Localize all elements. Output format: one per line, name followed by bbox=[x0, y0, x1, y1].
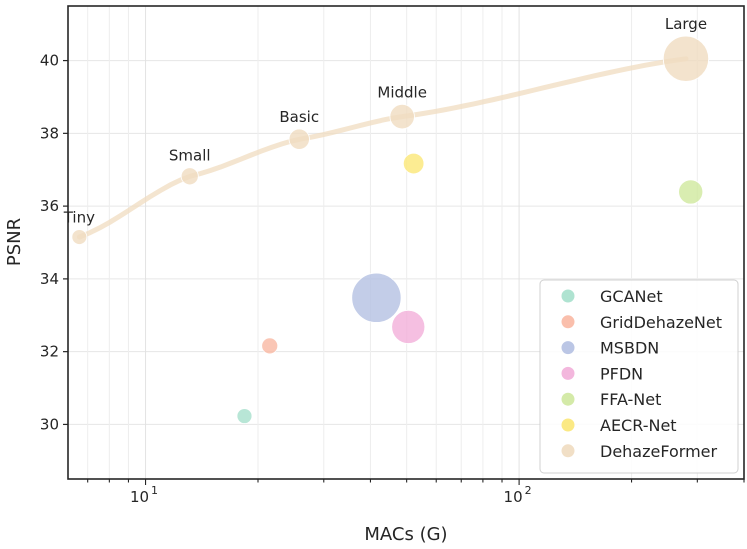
legend-marker-msbdn bbox=[561, 341, 575, 355]
legend-label-gcanet: GCANet bbox=[600, 287, 663, 306]
x-tick-label: 10 bbox=[504, 488, 523, 506]
dehazeformer-trend-line bbox=[76, 56, 689, 240]
trend-line-layer bbox=[76, 56, 689, 240]
x-tick-label: 10 bbox=[130, 488, 149, 506]
dehazeformer-point bbox=[180, 167, 199, 186]
legend-label-aecr-net: AECR-Net bbox=[600, 416, 677, 435]
x-axis-label: MACs (G) bbox=[364, 524, 447, 545]
legend-box bbox=[539, 279, 739, 474]
y-tick-label: 30 bbox=[40, 415, 59, 433]
dehazeformer-label: Middle bbox=[377, 83, 427, 101]
legend-label-pfdn: PFDN bbox=[600, 364, 643, 383]
y-tick-label: 38 bbox=[40, 124, 59, 142]
ffa-net-point bbox=[678, 179, 704, 205]
legend-marker-griddehazenet bbox=[561, 315, 575, 329]
legend-marker-aecr-net bbox=[561, 418, 575, 432]
y-tick-label: 36 bbox=[40, 197, 59, 215]
point-annotations: Tiny Small Basic Middle Large bbox=[63, 15, 707, 226]
legend-marker-dehazeformer bbox=[561, 444, 575, 458]
pfdn-point bbox=[391, 309, 426, 344]
legend-marker-pfdn bbox=[561, 366, 575, 380]
x-tick-label-exponent: 2 bbox=[525, 484, 532, 497]
legend: GCANet GridDehazeNet MSBDN PFDN FFA-Net AECR-… bbox=[539, 279, 739, 474]
points bbox=[71, 35, 710, 424]
dehazeformer-point bbox=[288, 128, 310, 150]
y-tick-label: 40 bbox=[40, 52, 59, 70]
y-axis-label: PSNR bbox=[4, 218, 25, 266]
dehazeformer-label: Tiny bbox=[63, 209, 95, 227]
legend-marker-gcanet bbox=[561, 289, 575, 303]
plot-frame bbox=[67, 5, 745, 480]
legend-label-griddehazenet: GridDehazeNet bbox=[600, 313, 722, 332]
legend-label-ffa-net: FFA-Net bbox=[600, 390, 661, 409]
dehazeformer-point bbox=[389, 103, 415, 130]
legend-marker-ffa-net bbox=[561, 392, 575, 406]
legend-label-dehazeformer: DehazeFormer bbox=[600, 442, 718, 461]
y-tick-label: 32 bbox=[40, 343, 59, 361]
dehazeformer-point bbox=[662, 35, 710, 82]
dehazeformer-point bbox=[71, 229, 88, 245]
y-tick-label: 34 bbox=[40, 270, 59, 288]
dehazeformer-label: Small bbox=[169, 147, 211, 165]
aecr-net-point bbox=[402, 152, 425, 175]
msbdn-point bbox=[351, 272, 402, 323]
dehazeformer-label: Large bbox=[665, 15, 707, 33]
dehazeformer-label: Basic bbox=[279, 108, 319, 126]
legend-label-msbdn: MSBDN bbox=[600, 339, 659, 358]
gcanet-point bbox=[236, 408, 253, 424]
x-tick-label-exponent: 1 bbox=[151, 484, 158, 497]
griddehazenet-point bbox=[261, 337, 279, 355]
